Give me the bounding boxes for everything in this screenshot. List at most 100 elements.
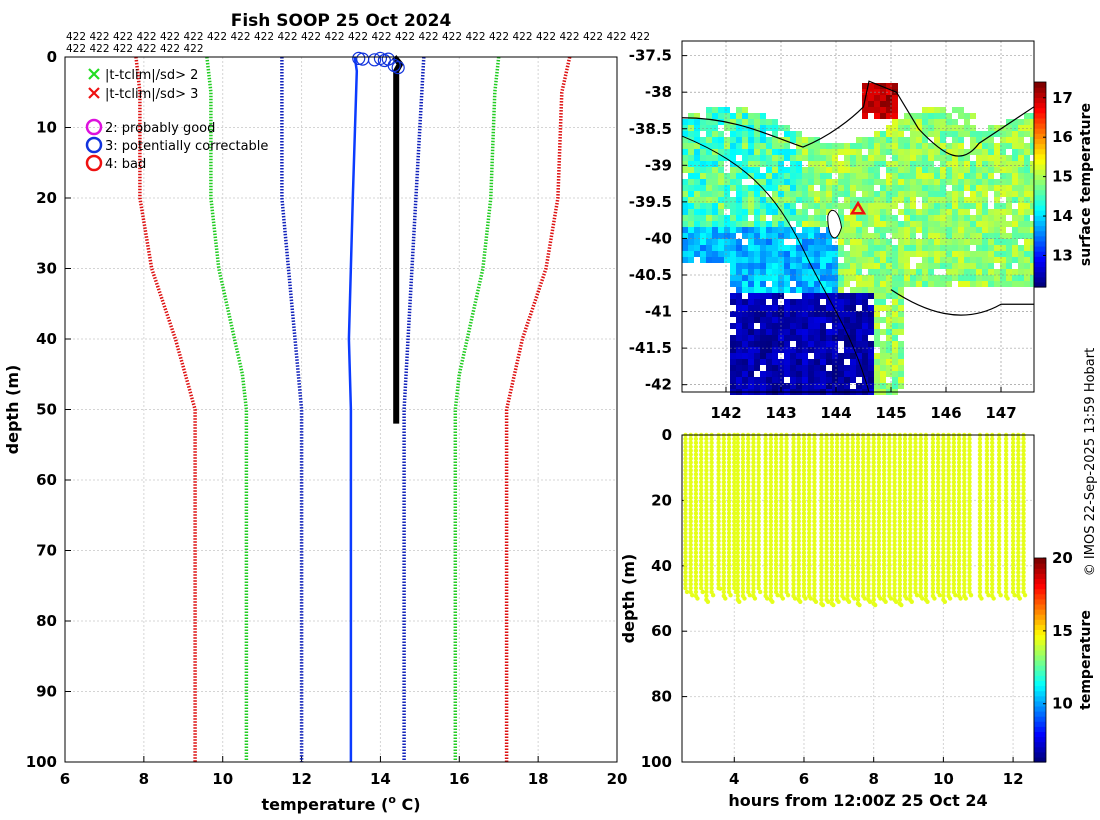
ts-point — [962, 495, 967, 500]
ts-point — [807, 507, 812, 512]
sst-cell — [922, 197, 928, 203]
sst-cell — [826, 341, 832, 347]
ts-point — [763, 456, 768, 461]
ts-point — [763, 483, 768, 489]
legend-label: 2: probably good — [105, 121, 215, 136]
ts-point — [791, 448, 796, 453]
sst-cell — [880, 215, 886, 221]
sst-cell — [718, 215, 724, 221]
sst-cell — [868, 179, 874, 185]
ts-point — [866, 436, 871, 442]
ts-point — [693, 456, 699, 461]
sst-cell — [934, 233, 940, 239]
sst-cell — [808, 257, 814, 263]
sst-cell — [892, 131, 898, 137]
ts-point — [768, 558, 774, 563]
sst-cell — [718, 221, 724, 227]
sst-cell — [820, 353, 826, 359]
sst-cell — [850, 179, 856, 185]
ts-point — [989, 468, 995, 473]
ts-point — [740, 472, 746, 477]
ts-point — [850, 440, 855, 446]
sst-cell — [988, 239, 994, 245]
ts-point — [913, 491, 918, 497]
ts-point — [1016, 558, 1021, 563]
ts-point — [1021, 448, 1026, 453]
sst-cell — [868, 155, 874, 161]
flagged-point — [352, 51, 366, 66]
sst-cell — [802, 197, 808, 203]
ts-point — [871, 519, 876, 524]
plot-frame — [64, 56, 618, 763]
ts-point — [1003, 448, 1009, 453]
ts-point — [845, 499, 850, 504]
ts-point — [845, 507, 850, 512]
sst-cell — [772, 299, 778, 305]
ts-point — [967, 558, 972, 563]
sst-cell — [730, 347, 736, 353]
ts-point — [824, 479, 829, 485]
ts-point — [946, 491, 951, 497]
sst-cell — [910, 179, 916, 185]
sst-cell — [862, 215, 868, 221]
sst-cell — [850, 203, 856, 209]
ts-point — [996, 530, 1002, 536]
ts-point — [871, 523, 876, 528]
sst-cell — [892, 371, 898, 377]
sst-cell — [772, 167, 778, 173]
sst-cell — [916, 245, 922, 251]
ts-point — [819, 515, 824, 520]
sst-cell — [742, 125, 748, 131]
ts-point — [791, 507, 796, 512]
ts-point — [763, 523, 768, 528]
sst-cell — [874, 257, 880, 263]
ts-point — [984, 491, 990, 497]
ts-point — [763, 511, 768, 516]
ts-point — [941, 574, 946, 579]
sst-cell — [838, 233, 844, 239]
ts-point — [704, 491, 709, 497]
ts-point — [704, 487, 709, 493]
ts-point — [876, 570, 882, 575]
sst-cell — [934, 113, 940, 119]
sst-cell — [730, 125, 736, 131]
sst-cell — [868, 323, 874, 329]
sst-cell — [916, 281, 922, 287]
sst-cell — [1000, 173, 1006, 179]
sst-cell — [904, 149, 910, 155]
sst-cell — [982, 197, 988, 203]
ts-point — [756, 562, 761, 567]
ts-point — [956, 483, 962, 489]
ts-point — [897, 495, 903, 500]
sst-cell — [790, 299, 796, 305]
sst-cell — [940, 173, 946, 179]
ts-point — [751, 460, 756, 465]
sst-cell — [700, 125, 706, 131]
ts-point — [984, 519, 990, 524]
ts-point — [763, 495, 768, 500]
ts-point — [768, 523, 774, 528]
sst-cell — [1024, 251, 1030, 257]
ts-point — [726, 515, 732, 520]
ts-point — [763, 475, 768, 481]
sst-cell — [826, 329, 832, 335]
ts-point — [1016, 483, 1021, 489]
ts-point — [688, 483, 693, 489]
sst-cell — [748, 149, 754, 155]
sst-cell — [748, 269, 754, 275]
ts-point — [989, 570, 995, 575]
ts-point — [962, 511, 967, 516]
ts-point — [876, 448, 882, 453]
ts-point — [871, 526, 876, 532]
ts-point — [740, 534, 746, 540]
sst-cell — [838, 269, 844, 275]
sst-cell — [742, 299, 748, 305]
sst-cell — [844, 143, 850, 149]
sst-cell — [688, 239, 694, 245]
ts-point — [967, 523, 972, 528]
sst-cell — [742, 287, 748, 293]
ts-point — [756, 538, 761, 544]
sst-cell — [790, 347, 796, 353]
ts-point — [930, 515, 936, 520]
sst-cell — [922, 269, 928, 275]
